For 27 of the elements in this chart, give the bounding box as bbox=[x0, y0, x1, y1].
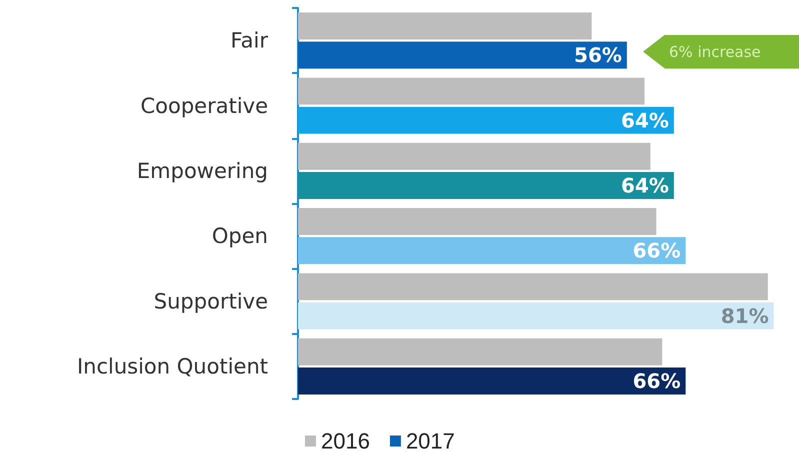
y-tick-label: Supportive bbox=[154, 289, 268, 314]
bar bbox=[298, 367, 686, 394]
data-label: 66% bbox=[632, 368, 681, 393]
bar bbox=[298, 42, 627, 69]
data-label: 64% bbox=[621, 108, 669, 132]
bar bbox=[298, 273, 768, 300]
legend-label: 2016 bbox=[321, 428, 370, 454]
bar bbox=[298, 78, 645, 105]
bar bbox=[298, 12, 592, 40]
y-tick-label: Open bbox=[212, 224, 268, 248]
legend-label: 2017 bbox=[406, 428, 455, 454]
bar bbox=[298, 208, 656, 236]
data-label: 64% bbox=[621, 173, 669, 198]
y-tick-label: Cooperative bbox=[140, 94, 268, 118]
data-label: 81% bbox=[720, 304, 769, 328]
data-label: 66% bbox=[632, 238, 681, 263]
data-label: 56% bbox=[574, 43, 622, 68]
bar bbox=[298, 172, 674, 199]
bar bbox=[298, 237, 686, 264]
y-tick-label: Empowering bbox=[136, 158, 268, 183]
bar bbox=[298, 142, 650, 170]
bar bbox=[298, 302, 774, 330]
y-tick-label: Fair bbox=[230, 28, 268, 53]
annotation: 6% increase bbox=[669, 42, 761, 61]
bar bbox=[298, 106, 674, 134]
y-tick-label: Inclusion Quotient bbox=[76, 354, 268, 378]
bar bbox=[298, 338, 662, 366]
